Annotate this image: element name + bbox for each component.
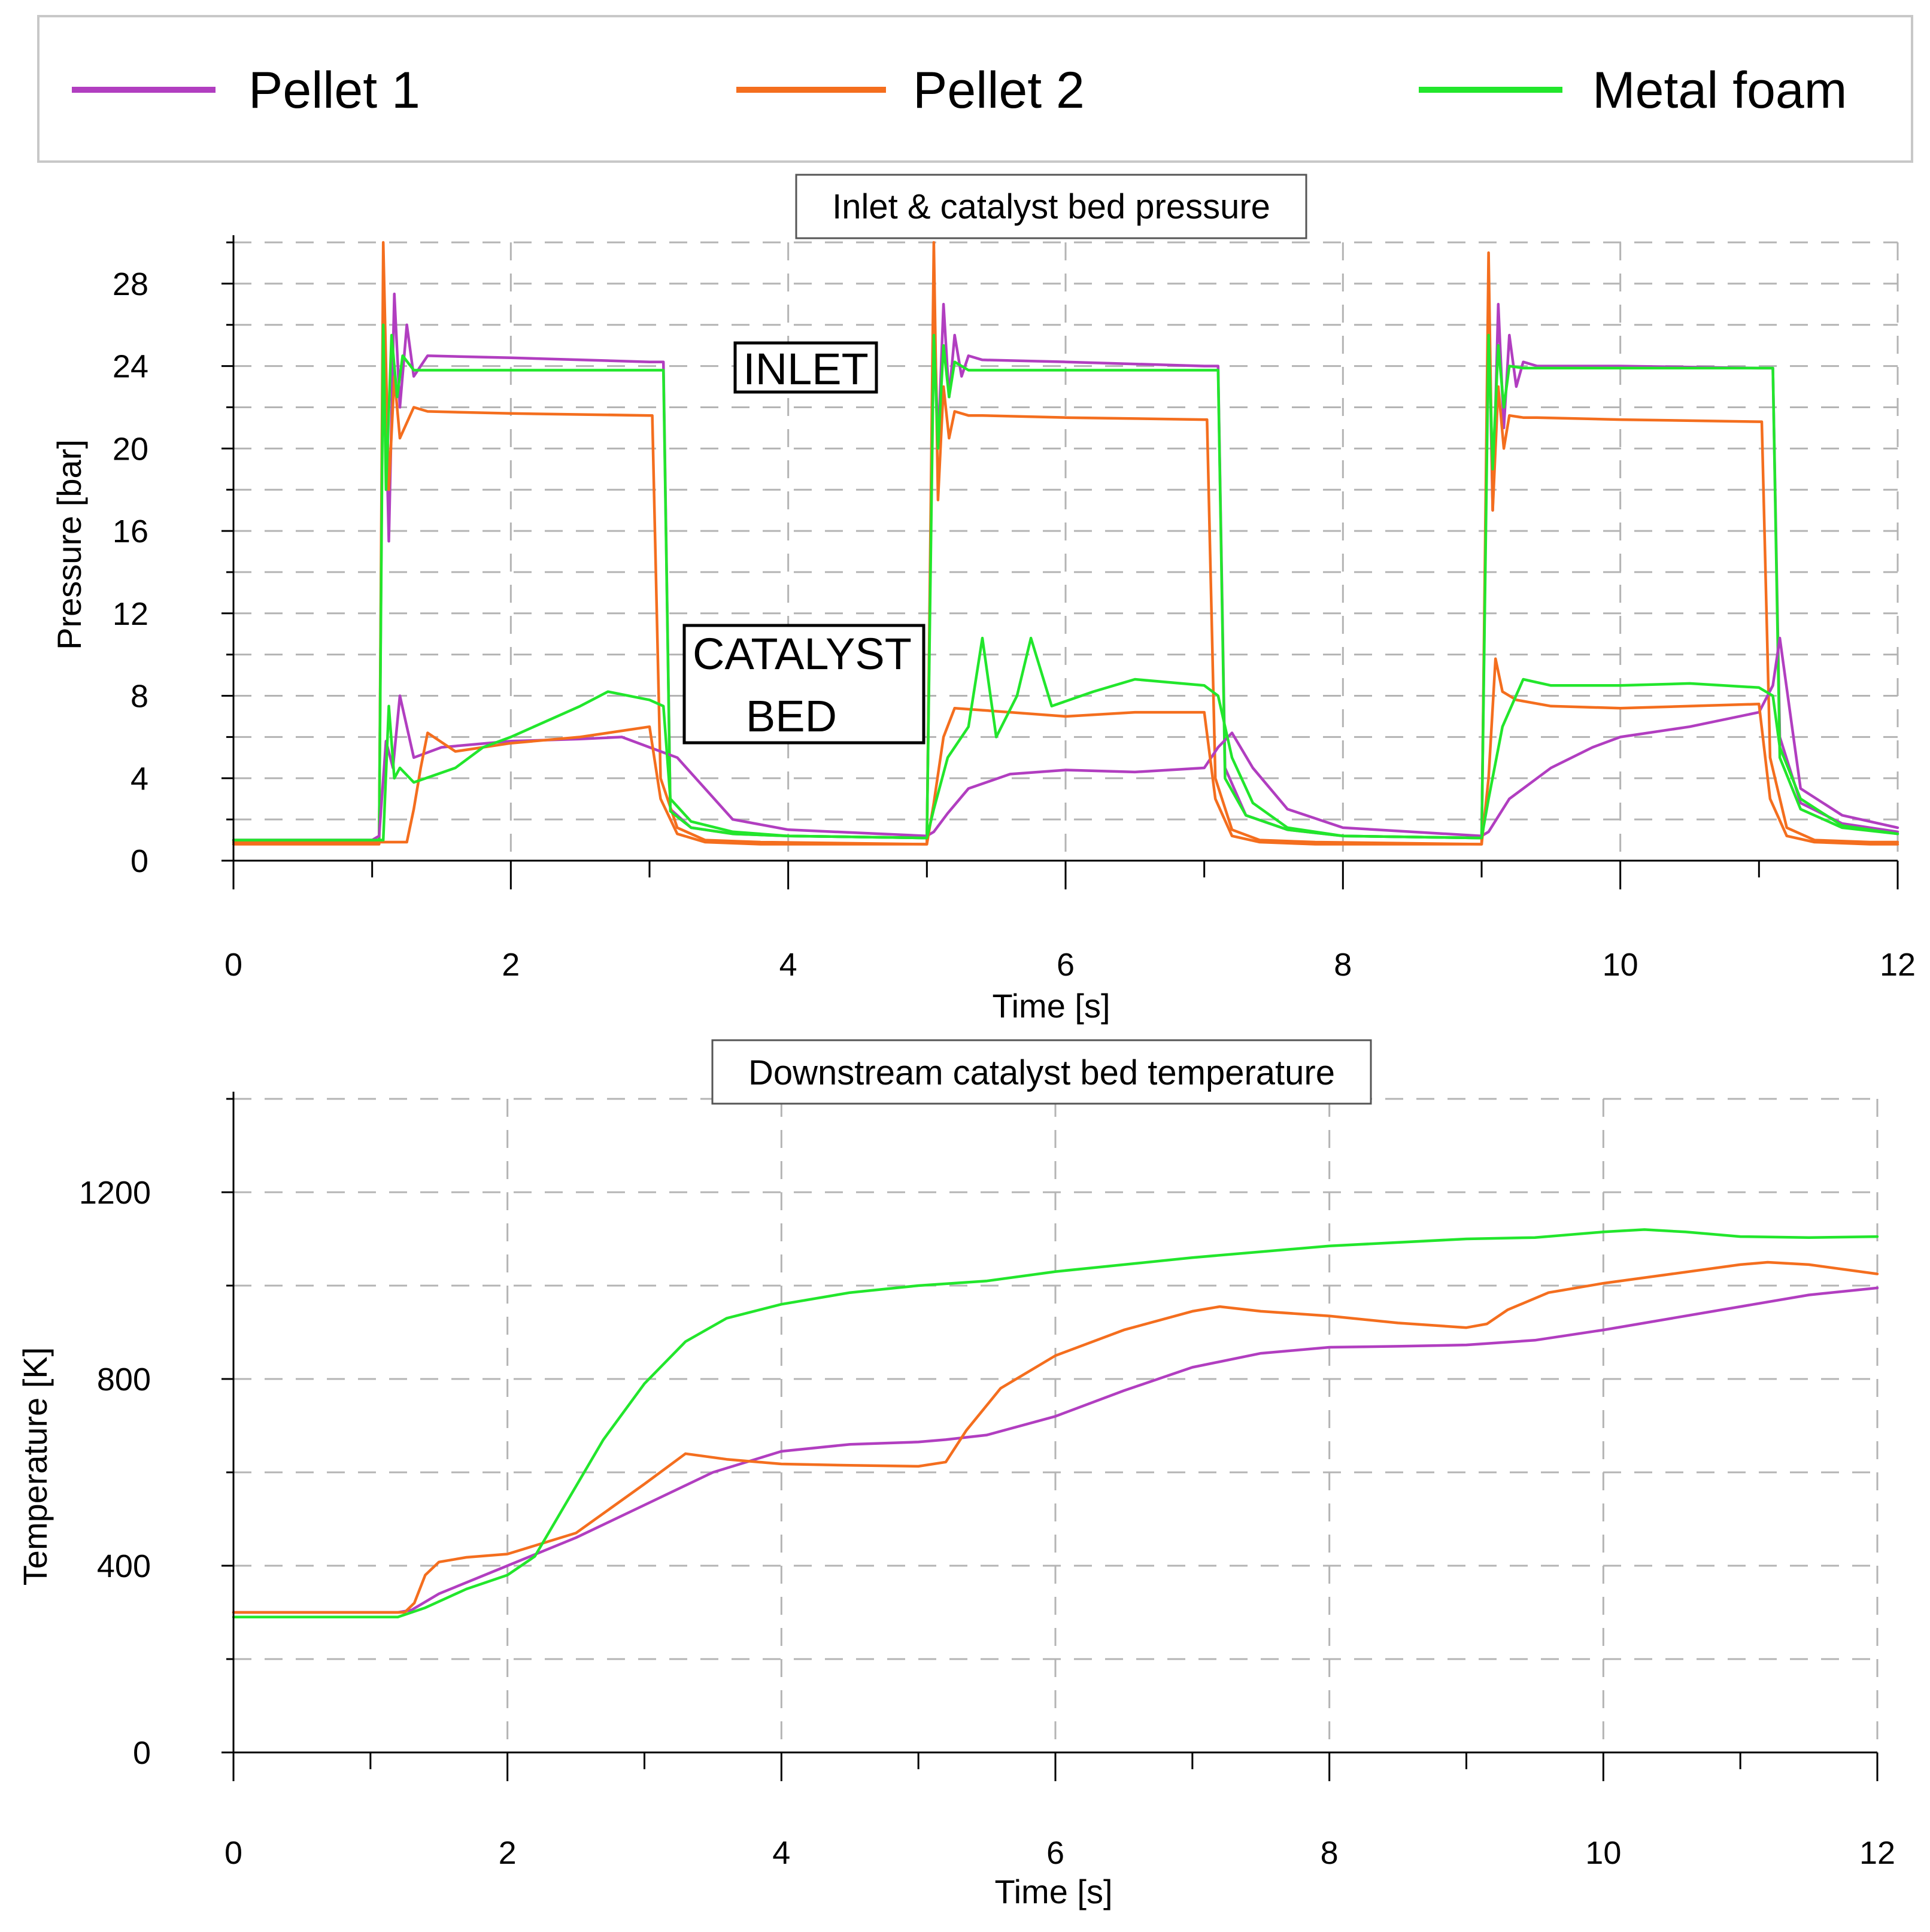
pressure-series-pellet-2-inlet	[232, 241, 1899, 846]
pressure-series-pellet-2-catalyst-bed	[232, 657, 1899, 846]
temperature-y-tick-label: 0	[133, 1735, 151, 1771]
temperature-x-tick-label: 4	[772, 1835, 790, 1871]
pressure-y-tick-label: 16	[113, 514, 148, 549]
temperature-ticks: 0 400 800 1200 0 2 4 6 8 10 12	[79, 1098, 1895, 1871]
temperature-grid	[233, 1098, 1879, 1752]
pressure-y-tick-label: 24	[113, 349, 148, 385]
pressure-x-tick-label: 2	[502, 947, 520, 983]
pressure-axes	[232, 235, 1898, 862]
inlet-annotation-box	[733, 341, 878, 394]
legend-box	[37, 15, 1913, 163]
temperature-y-tick-label: 400	[97, 1548, 151, 1584]
pressure-chart-title: Inlet & catalyst bed pressure	[832, 187, 1270, 226]
pressure-y-tick-label: 28	[113, 266, 148, 302]
temperature-x-tick-label: 6	[1046, 1835, 1064, 1871]
pressure-x-tick-label: 12	[1880, 947, 1916, 983]
inlet-annotation-text: INLET	[743, 344, 869, 394]
temperature-x-tick-label: 12	[1859, 1835, 1895, 1871]
pressure-y-tick-label: 12	[113, 596, 148, 632]
pressure-series-pellet-1-catalyst-bed	[232, 636, 1899, 842]
pressure-y-tick-label: 8	[131, 679, 148, 715]
legend-label-pellet-1: Pellet 1	[248, 62, 420, 119]
pressure-y-axis-title: Pressure [bar]	[50, 439, 88, 650]
catalyst-annotation-line2: BED	[746, 691, 837, 741]
pressure-x-tick-label: 10	[1603, 947, 1638, 983]
pressure-series	[232, 241, 1899, 846]
temperature-series-pellet-2	[232, 1260, 1879, 1614]
inlet-annotation: INLET	[733, 341, 878, 394]
pressure-series-metal-foam-inlet	[232, 323, 1899, 842]
temperature-x-tick-label: 0	[224, 1835, 242, 1871]
pressure-x-tick-label: 0	[224, 947, 242, 983]
pressure-y-tick-label: 20	[113, 431, 148, 467]
pressure-x-axis-title: Time [s]	[992, 987, 1110, 1025]
temperature-title-frame	[711, 1039, 1372, 1105]
pressure-x-tick-label: 4	[779, 947, 797, 983]
temperature-y-axis-title: Temperature [K]	[16, 1347, 54, 1585]
catalyst-annotation-line1: CATALYST	[693, 629, 912, 679]
legend-label-pellet-2: Pellet 2	[913, 62, 1085, 119]
pressure-series-pellet-1-inlet	[232, 292, 1899, 842]
pressure-x-tick-label: 6	[1057, 947, 1075, 983]
pressure-x-tick-label: 8	[1334, 947, 1352, 983]
catalyst-bed-annotation: CATALYST BED	[682, 624, 925, 745]
temperature-title-box: Downstream catalyst bed temperature	[711, 1039, 1372, 1105]
catalyst-bed-annotation-box	[682, 624, 925, 745]
temperature-y-tick-label: 800	[97, 1362, 151, 1398]
temperature-series	[232, 1228, 1879, 1619]
pressure-title-frame	[795, 174, 1307, 239]
temperature-x-axis-title: Time [s]	[994, 1873, 1112, 1910]
pressure-series-metal-foam-catalyst-bed	[232, 636, 1899, 842]
temperature-x-tick-label: 8	[1321, 1835, 1339, 1871]
temperature-y-tick-label: 1200	[79, 1175, 151, 1211]
temperature-x-tick-label: 10	[1585, 1835, 1621, 1871]
legend: Pellet 1 Pellet 2 Metal foam	[37, 15, 1913, 163]
pressure-grid	[233, 241, 1899, 861]
pressure-y-tick-label: 0	[131, 843, 148, 879]
temperature-chart: 0 400 800 1200 0 2 4 6 8 10 12 Downstream catalyst…	[16, 1039, 1895, 1910]
legend-label-metal-foam: Metal foam	[1592, 62, 1847, 119]
pressure-title-box: Inlet & catalyst bed pressure	[795, 174, 1307, 239]
temperature-series-pellet-1	[232, 1286, 1879, 1614]
temperature-chart-title: Downstream catalyst bed temperature	[748, 1053, 1335, 1092]
temperature-series-metal-foam	[232, 1228, 1879, 1619]
temperature-x-tick-label: 2	[499, 1835, 517, 1871]
pressure-y-tick-label: 4	[131, 761, 148, 797]
